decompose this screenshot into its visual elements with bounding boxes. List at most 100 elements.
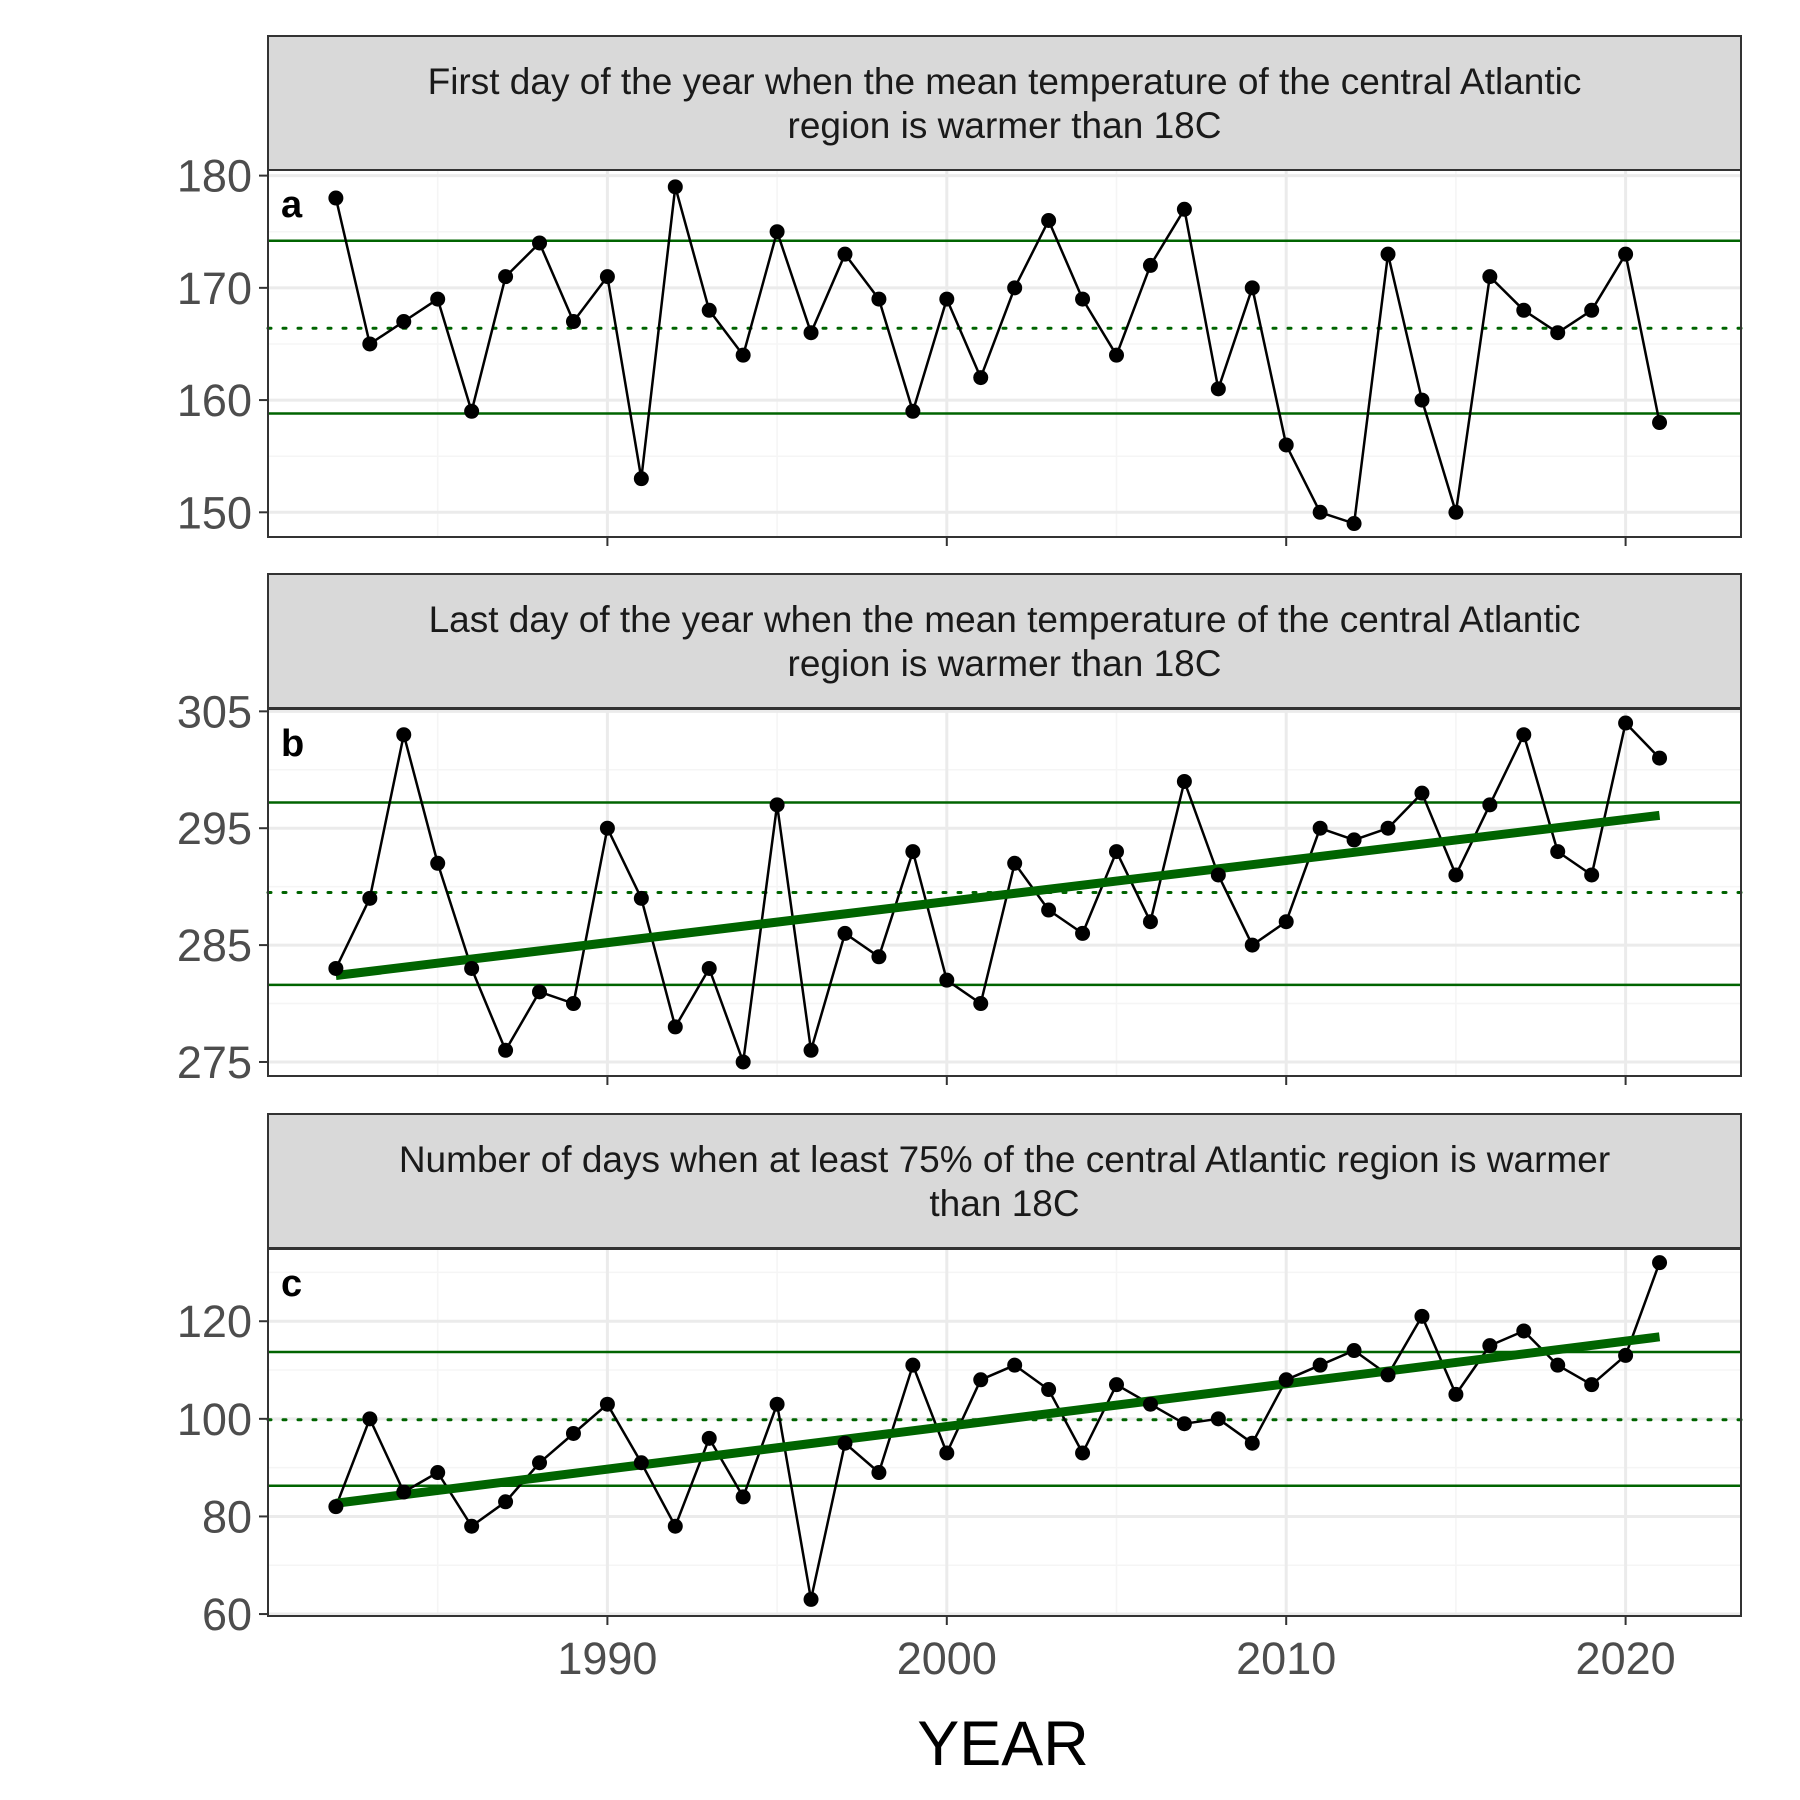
data-point — [1584, 1377, 1600, 1393]
data-point — [1584, 867, 1600, 883]
data-point — [599, 1396, 615, 1412]
data-point — [1244, 280, 1260, 296]
data-point — [1414, 785, 1430, 801]
data-point — [667, 1518, 683, 1534]
data-point — [803, 325, 819, 341]
x-tick-label: 2020 — [1576, 1633, 1676, 1684]
data-point — [464, 1518, 480, 1534]
panels: First day of the year when the mean temp… — [177, 35, 1743, 1684]
data-point — [1448, 1386, 1464, 1402]
y-tick-label: 80 — [202, 1491, 252, 1542]
data-point — [328, 960, 344, 976]
data-point — [1278, 437, 1294, 453]
trend-line — [335, 810, 1661, 980]
data-point — [1142, 257, 1158, 273]
data-point — [532, 1455, 548, 1471]
data-point — [1516, 727, 1532, 743]
data-point — [973, 996, 989, 1012]
y-tick-label: 120 — [177, 1296, 252, 1347]
y-tick-label: 275 — [177, 1037, 252, 1088]
data-point — [1007, 855, 1023, 871]
data-point — [633, 471, 649, 487]
panel-b: Last day of the year when the mean tempe… — [177, 573, 1743, 1088]
data-point — [871, 291, 887, 307]
trend-line — [335, 1332, 1661, 1508]
data-point — [667, 1019, 683, 1035]
data-point — [905, 844, 921, 860]
data-point — [1312, 504, 1328, 520]
data-point — [667, 179, 683, 195]
data-point — [837, 1435, 853, 1451]
plot-background — [268, 1249, 1741, 1616]
data-point — [905, 1357, 921, 1373]
data-point — [396, 314, 412, 330]
data-point — [1652, 1255, 1668, 1271]
data-point — [803, 1591, 819, 1607]
data-point — [1278, 1372, 1294, 1388]
y-tick-label: 60 — [202, 1589, 252, 1640]
panel-a: First day of the year when the mean temp… — [177, 35, 1743, 546]
data-point — [328, 190, 344, 206]
data-point — [1244, 937, 1260, 953]
data-point — [362, 336, 378, 352]
data-point — [1244, 1435, 1260, 1451]
data-point — [396, 1484, 412, 1500]
data-point — [939, 1445, 955, 1461]
data-point — [1652, 415, 1668, 431]
panel-c: Number of days when at least 75% of the … — [177, 1113, 1743, 1684]
data-point — [498, 269, 514, 285]
data-point — [1041, 1382, 1057, 1398]
data-point — [1109, 347, 1125, 363]
data-point — [1584, 302, 1600, 318]
panel-border — [267, 169, 1742, 538]
data-point — [1176, 773, 1192, 789]
data-point — [1414, 392, 1430, 408]
y-tick-label: 170 — [177, 263, 252, 314]
data-point — [565, 996, 581, 1012]
series-line — [334, 1262, 1661, 1601]
data-point — [396, 727, 412, 743]
data-point — [1482, 797, 1498, 813]
data-point — [871, 949, 887, 965]
data-point — [1210, 867, 1226, 883]
data-point — [1041, 902, 1057, 918]
data-point — [1346, 832, 1362, 848]
data-point — [769, 797, 785, 813]
data-point — [565, 314, 581, 330]
data-point — [1109, 1377, 1125, 1393]
data-point — [532, 984, 548, 1000]
strip-title-line: First day of the year when the mean temp… — [428, 61, 1582, 102]
data-point — [498, 1494, 514, 1510]
y-tick-label: 150 — [177, 487, 252, 538]
x-tick-label: 2000 — [897, 1633, 997, 1684]
data-point — [1041, 213, 1057, 229]
data-point — [1176, 201, 1192, 217]
data-point — [464, 960, 480, 976]
data-point — [633, 890, 649, 906]
data-point — [1278, 914, 1294, 930]
data-point — [1312, 1357, 1328, 1373]
data-point — [837, 246, 853, 262]
x-tick-label: 1990 — [557, 1633, 657, 1684]
strip-title-line: than 18C — [929, 1183, 1079, 1224]
data-point — [1550, 844, 1566, 860]
data-point — [1618, 246, 1634, 262]
panel-border — [267, 1248, 1742, 1617]
panel-label: a — [281, 184, 303, 226]
data-point — [1346, 516, 1362, 532]
data-point — [1618, 1347, 1634, 1363]
strip-title-line: Last day of the year when the mean tempe… — [429, 599, 1581, 640]
panel-label: b — [281, 723, 304, 765]
data-point — [905, 403, 921, 419]
plot-background — [268, 170, 1741, 537]
y-tick-label: 305 — [177, 686, 252, 737]
data-point — [1652, 750, 1668, 766]
strip-background — [267, 35, 1742, 171]
data-point — [1312, 820, 1328, 836]
data-point — [1210, 381, 1226, 397]
data-point — [362, 890, 378, 906]
data-point — [328, 1499, 344, 1515]
data-point — [871, 1465, 887, 1481]
panel-border — [267, 708, 1742, 1077]
data-point — [735, 1054, 751, 1070]
